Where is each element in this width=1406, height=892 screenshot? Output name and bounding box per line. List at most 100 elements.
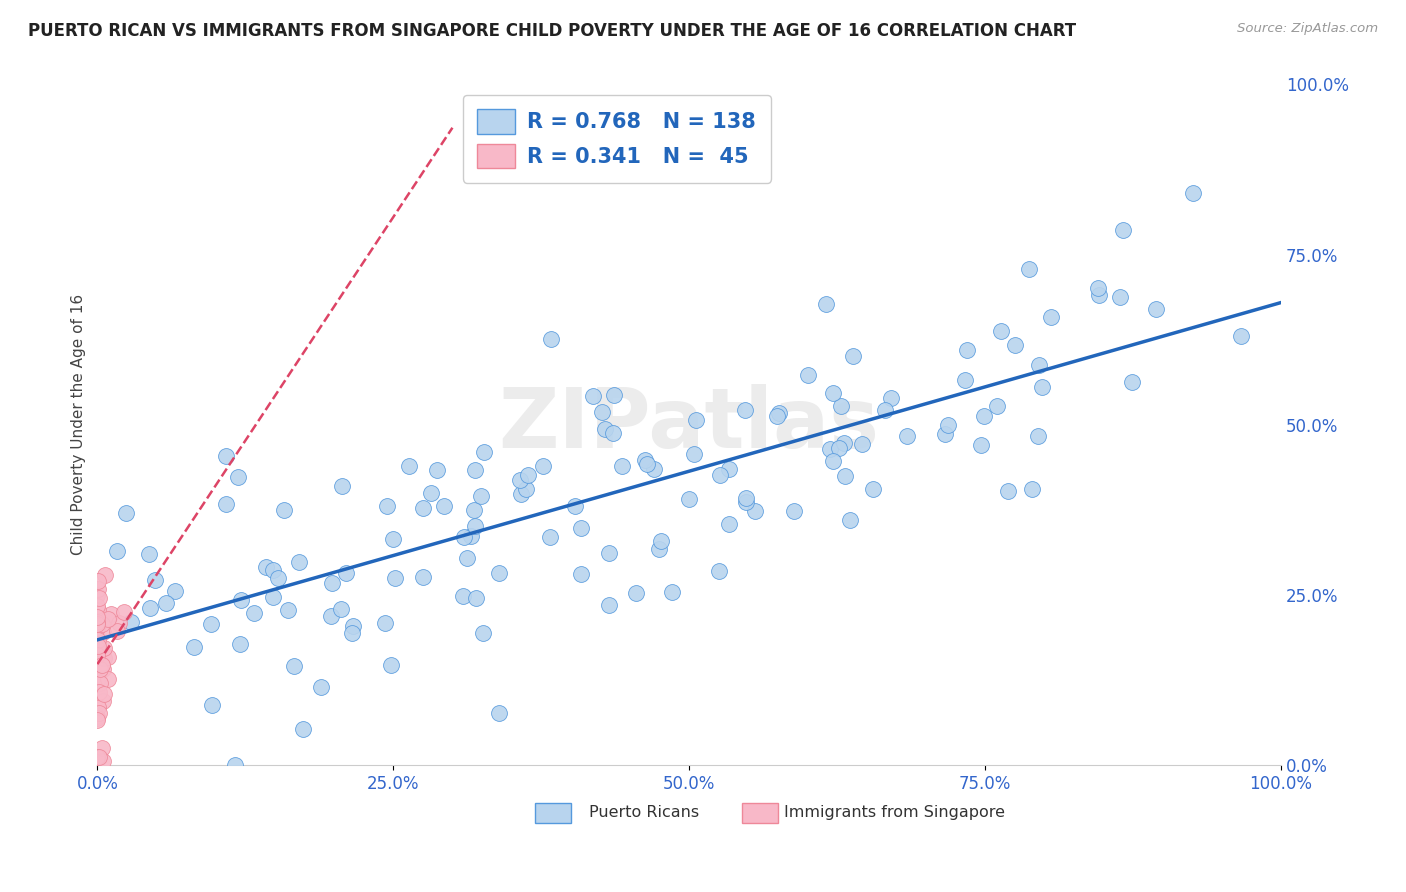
Point [374,615,396,630]
Point [832,436,855,450]
Point [634,453,657,467]
Point [91,740,114,755]
Point [602,426,624,441]
Point [321,576,343,591]
Point [86,673,108,688]
Point [821,454,844,468]
Point [426,463,449,477]
Point [86,713,108,727]
Point [973,409,995,423]
Point [765,409,787,424]
Point [87,685,110,699]
FancyBboxPatch shape [742,803,778,823]
Point [86,603,108,617]
Point [87,750,110,764]
Text: ZIPatlas: ZIPatlas [499,384,880,466]
Point [335,566,357,580]
Point [1087,280,1109,294]
Point [1144,301,1167,316]
Text: Source: ZipAtlas.com: Source: ZipAtlas.com [1237,22,1378,36]
Point [97,650,120,665]
Point [120,615,142,629]
Point [661,584,683,599]
Point [453,531,475,545]
Point [624,585,647,599]
Point [91,694,114,708]
Point [87,640,110,654]
Point [215,449,238,463]
Point [287,556,309,570]
Point [342,618,364,632]
Point [94,568,117,582]
Point [955,373,977,387]
Point [934,426,956,441]
Point [114,506,136,520]
Point [86,582,108,596]
Point [143,574,166,588]
Point [215,497,238,511]
Legend: R = 0.768   N = 138, R = 0.341   N =  45: R = 0.768 N = 138, R = 0.341 N = 45 [463,95,770,183]
Point [460,529,482,543]
Point [463,503,485,517]
Point [598,546,620,560]
Point [384,570,406,584]
Point [581,389,603,403]
Point [1108,290,1130,304]
Y-axis label: Child Poverty Under the Age of 16: Child Poverty Under the Age of 16 [72,294,86,556]
Point [86,599,108,614]
Point [86,708,108,723]
Point [834,469,856,483]
Point [90,658,112,673]
Point [267,571,290,585]
Point [569,521,592,535]
Point [86,648,108,662]
Point [734,491,756,505]
Point [87,633,110,648]
Point [603,388,626,402]
Point [650,534,672,549]
Point [470,489,492,503]
Point [456,551,478,566]
Point [432,499,454,513]
Point [105,624,128,638]
Point [709,468,731,483]
Point [87,640,110,655]
Point [273,502,295,516]
Point [636,457,658,471]
Point [89,676,111,690]
Point [382,532,405,546]
Point [464,519,486,533]
Point [200,617,222,632]
Point [970,438,993,452]
Point [509,473,531,487]
Point [464,463,486,477]
Point [678,491,700,506]
Point [93,641,115,656]
Point [538,530,561,544]
Point [375,499,398,513]
Point [815,297,838,311]
Point [1004,338,1026,352]
Point [569,567,592,582]
Point [309,680,332,694]
Point [734,403,756,417]
Point [515,482,537,496]
Point [330,479,353,493]
Point [1182,186,1205,200]
Point [591,405,613,419]
Point [86,749,108,764]
Point [1112,223,1135,237]
Point [342,625,364,640]
Point [1230,328,1253,343]
Point [516,468,538,483]
Point [610,459,633,474]
Point [509,486,531,500]
Point [93,687,115,701]
Point [87,574,110,589]
Point [138,601,160,615]
Point [783,504,806,518]
Point [100,607,122,622]
Point [1121,376,1143,390]
Point [107,615,129,630]
Text: Puerto Ricans: Puerto Ricans [589,805,699,821]
